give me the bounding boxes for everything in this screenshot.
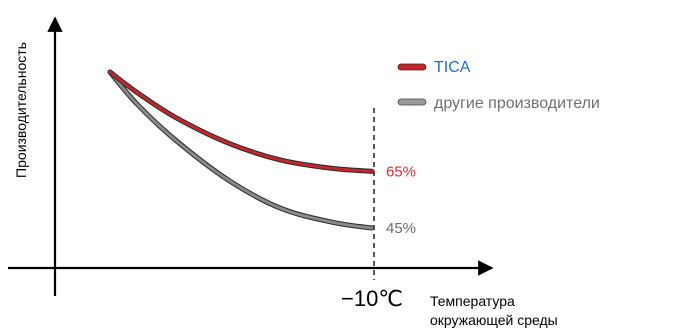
end-label-others: 45% <box>386 220 416 237</box>
legend-item-tica: TICA <box>397 59 471 76</box>
axes <box>8 16 494 296</box>
x-tick-label: −10℃ <box>341 286 403 311</box>
legend-swatch-tica <box>397 63 427 71</box>
end-label-tica: 65% <box>386 163 416 180</box>
legend-label-tica: TICA <box>434 59 471 76</box>
legend-item-others: другие производители <box>397 95 600 112</box>
x-axis-label: Температура окружающей среды <box>430 293 558 328</box>
series-line-outline-tica <box>107 69 375 174</box>
legend-swatch-others <box>397 98 427 106</box>
series-line-others <box>108 70 374 230</box>
legend: TICA другие производители <box>397 59 600 112</box>
series-layer: 45% 65% <box>107 69 416 237</box>
series-line-tica <box>108 70 374 173</box>
legend-label-others: другие производители <box>434 95 600 112</box>
x-axis-label-line-2: окружающей среды <box>430 312 558 328</box>
x-axis-label-line-1: Температура <box>430 293 515 309</box>
y-axis-label: Производительность <box>13 42 29 178</box>
